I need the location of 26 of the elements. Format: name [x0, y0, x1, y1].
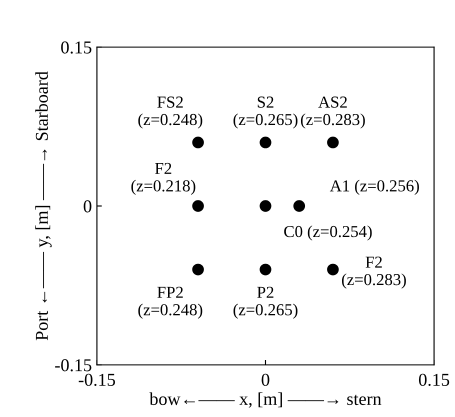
annotation: F2 (z=0.218): [131, 162, 196, 195]
point: [327, 264, 339, 276]
x-tick-label: -0.15: [78, 374, 116, 386]
annotation: A1 (z=0.256): [330, 180, 419, 195]
point: [260, 136, 272, 148]
y-tick-label: 0: [84, 200, 92, 212]
annotation: FP2 (z=0.248): [138, 286, 202, 319]
annotation: FS2 (z=0.248): [138, 96, 202, 129]
annotation: S2 (z=0.265): [234, 96, 298, 129]
point: [192, 136, 204, 148]
point: [192, 200, 204, 212]
point: [260, 264, 272, 276]
x-tick-label: 0.15: [418, 374, 450, 386]
y-tick-label: 0.15: [61, 41, 92, 54]
point: [327, 136, 339, 148]
point: [192, 264, 204, 276]
annotation: C0 (z=0.254): [284, 225, 372, 241]
y-axis-title: Port ←—— y, [m] ——→ Starboard: [35, 71, 52, 340]
annotation: AS2 (z=0.283): [300, 96, 365, 129]
annotation: P2 (z=0.265): [234, 286, 298, 319]
point: [260, 200, 272, 212]
x-tick-label: 0: [262, 374, 270, 386]
x-axis-title: bow←—— x, [m] ——→ stern: [149, 392, 382, 408]
y-tick-label: -0.15: [55, 359, 92, 372]
point: [293, 200, 306, 212]
annotation: F2 (z=0.283): [342, 256, 406, 289]
